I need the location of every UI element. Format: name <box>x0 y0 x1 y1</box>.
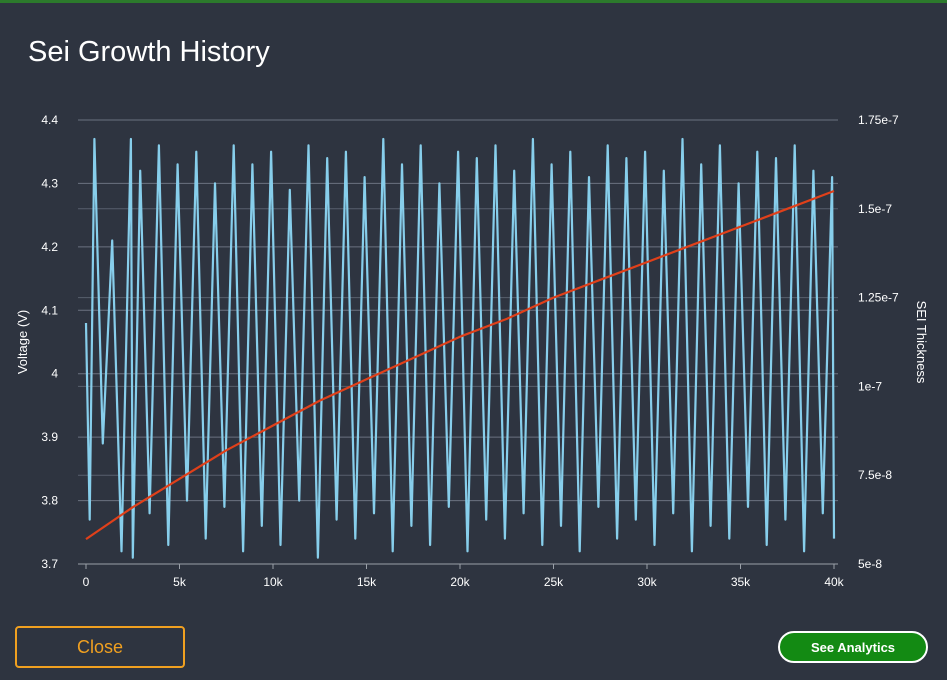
y-left-tick-label: 4 <box>51 367 58 381</box>
y-left-tick-label: 4.4 <box>41 113 58 127</box>
x-tick-label: 15k <box>357 575 377 589</box>
x-tick-label: 0 <box>83 575 90 589</box>
close-button[interactable]: Close <box>15 626 185 668</box>
y-right-tick-label: 5e-8 <box>858 557 882 571</box>
x-tick-label: 35k <box>731 575 751 589</box>
y-left-tick-label: 4.3 <box>41 176 58 190</box>
y-left-tick-label: 4.1 <box>41 303 58 317</box>
y-left-tick-label: 3.7 <box>41 557 58 571</box>
x-tick-label: 5k <box>173 575 187 589</box>
x-tick-label: 25k <box>544 575 564 589</box>
see-analytics-button[interactable]: See Analytics <box>778 631 928 663</box>
sei-thickness-series-line <box>85 189 835 541</box>
y-right-tick-label: 1.5e-7 <box>858 202 892 216</box>
y-left-axis-label: Voltage (V) <box>15 310 30 374</box>
y-right-tick-label: 1.75e-7 <box>858 113 899 127</box>
x-tick-label: 30k <box>637 575 657 589</box>
voltage-series-line <box>84 137 836 559</box>
y-right-tick-label: 7.5e-8 <box>858 468 892 482</box>
y-left-tick-label: 3.9 <box>41 430 58 444</box>
x-tick-label: 40k <box>824 575 844 589</box>
dialog-title: Sei Growth History <box>28 36 270 68</box>
y-left-tick-label: 4.2 <box>41 240 58 254</box>
y-right-tick-label: 1.25e-7 <box>858 291 899 305</box>
y-left-tick-label: 3.8 <box>41 494 58 508</box>
top-accent-bar <box>0 0 947 3</box>
y-right-tick-label: 1e-7 <box>858 379 882 393</box>
x-tick-label: 10k <box>263 575 283 589</box>
y-right-axis-label: SEI Thickness <box>914 301 929 384</box>
x-tick-label: 20k <box>450 575 470 589</box>
